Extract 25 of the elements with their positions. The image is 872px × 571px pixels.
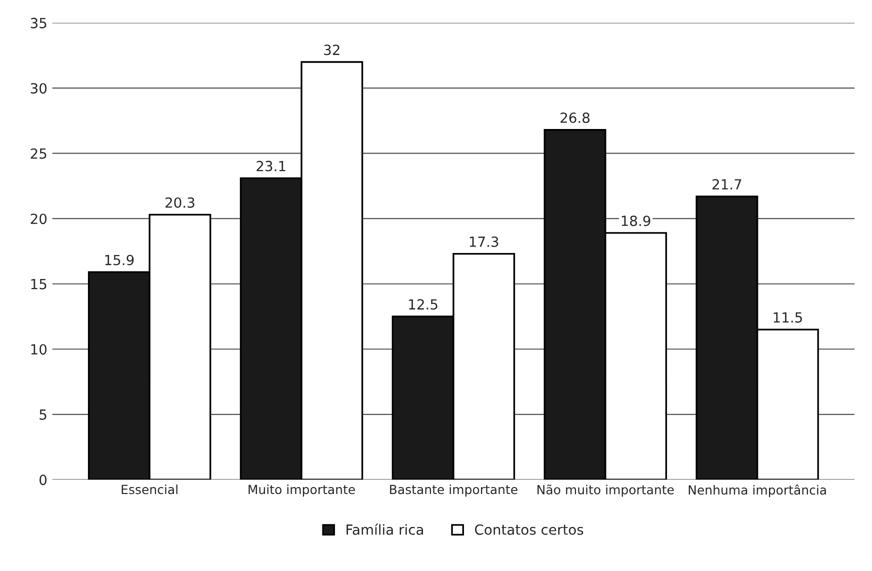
x-tick-label: Essencial (122, 484, 178, 494)
y-tick-label: 35 (30, 18, 46, 28)
data-label: 15.9 (105, 254, 134, 266)
y-tick-label: 5 (40, 410, 46, 420)
data-label: 11.5 (774, 312, 802, 323)
y-tick-label: 25 (30, 148, 46, 159)
data-label: 26.8 (560, 112, 590, 124)
y-tick-label: 15 (31, 279, 46, 290)
x-tick-label: Bastante importante (390, 484, 518, 497)
legend-label: Contatos certos (475, 524, 584, 535)
data-label: 23.1 (256, 160, 286, 172)
y-tick-label: 30 (30, 83, 47, 94)
legend-label: Família rica (346, 524, 423, 535)
data-label: 32 (324, 44, 340, 56)
data-label: 21.7 (712, 179, 742, 190)
data-label: 17.3 (470, 236, 498, 247)
data-label: 20.3 (166, 197, 194, 208)
y-tick-label: 10 (31, 344, 47, 355)
x-tick-label: Não muito importante (538, 484, 674, 497)
data-label: 18.9 (622, 216, 650, 226)
x-tick-label: Nenhuma importância (688, 484, 826, 498)
y-tick-label: 20 (30, 214, 47, 224)
data-label: 12.5 (409, 299, 438, 310)
x-tick-label: Muito importante (248, 484, 355, 497)
y-tick-label: 0 (40, 474, 47, 486)
